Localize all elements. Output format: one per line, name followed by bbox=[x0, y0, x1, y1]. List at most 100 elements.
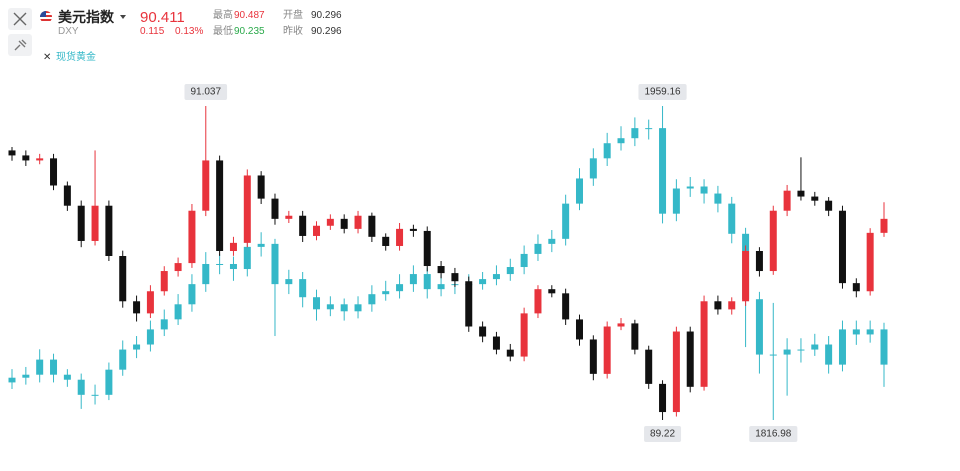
candle-body bbox=[340, 304, 348, 312]
candle-body bbox=[700, 186, 708, 194]
candle-body bbox=[548, 289, 556, 294]
candle-body bbox=[769, 210, 777, 272]
candle-body bbox=[243, 175, 251, 243]
candle-body bbox=[755, 299, 763, 355]
candle-body bbox=[423, 274, 431, 290]
symbol-code: DXY bbox=[58, 26, 79, 37]
candle-body bbox=[783, 349, 791, 355]
price-annotation-box bbox=[644, 426, 682, 442]
candle-body bbox=[105, 205, 113, 257]
candle-body bbox=[146, 291, 154, 314]
candle-body bbox=[229, 263, 237, 270]
candle-body bbox=[50, 158, 58, 186]
candle-body bbox=[603, 326, 611, 374]
candle-body bbox=[811, 344, 819, 350]
candle-body bbox=[313, 225, 321, 236]
candle-body bbox=[645, 349, 653, 384]
candle-body bbox=[562, 293, 570, 320]
candle-body bbox=[589, 339, 597, 374]
candle-body bbox=[188, 284, 196, 305]
candle-body bbox=[133, 301, 141, 314]
candle-body bbox=[354, 215, 362, 229]
price-annotation: 91.037 bbox=[190, 87, 221, 98]
candle-body bbox=[534, 289, 542, 314]
price-annotation: 89.22 bbox=[650, 429, 675, 440]
candle-body bbox=[257, 243, 265, 247]
candle-body bbox=[243, 246, 251, 270]
candle-body bbox=[866, 232, 874, 292]
change-pct: 0.13% bbox=[175, 26, 204, 37]
candle-body bbox=[589, 158, 597, 179]
candle-body bbox=[562, 203, 570, 239]
candle-body bbox=[77, 205, 85, 241]
candle-body bbox=[700, 301, 708, 387]
change: 0.115 bbox=[140, 26, 165, 37]
candle-body bbox=[742, 250, 750, 302]
candle-body bbox=[659, 128, 667, 214]
candle-body bbox=[838, 210, 846, 284]
candle-body bbox=[396, 228, 404, 246]
candle-body bbox=[8, 377, 16, 383]
candle-body bbox=[479, 279, 487, 285]
candle-body bbox=[617, 323, 625, 327]
candle-body bbox=[299, 215, 307, 236]
candle-body bbox=[548, 238, 556, 244]
candle-body bbox=[437, 284, 445, 290]
price-annotation-box bbox=[184, 84, 228, 100]
candle-body bbox=[91, 205, 99, 241]
candle-body bbox=[506, 267, 514, 275]
candle-body bbox=[271, 243, 279, 285]
candle-body bbox=[852, 329, 860, 335]
candle-body bbox=[852, 283, 860, 292]
candle-body bbox=[631, 128, 639, 139]
candle-body bbox=[368, 294, 376, 305]
candle-body bbox=[714, 301, 722, 310]
dropdown-arrow[interactable] bbox=[120, 15, 126, 19]
candle-body bbox=[188, 210, 196, 264]
flag-icon bbox=[40, 11, 52, 23]
candle-body bbox=[838, 329, 846, 365]
candle-body bbox=[423, 230, 431, 267]
stat-label: 昨收 bbox=[283, 26, 303, 37]
candle-body bbox=[451, 273, 459, 282]
candle-body bbox=[825, 344, 833, 365]
candle-body bbox=[326, 218, 334, 226]
candle-body bbox=[465, 281, 473, 327]
candle-body bbox=[811, 196, 819, 201]
candle-body bbox=[313, 297, 321, 310]
candle-body bbox=[617, 138, 625, 144]
candle-body bbox=[285, 279, 293, 285]
candle-body bbox=[492, 336, 500, 350]
legend-entry[interactable]: 现货黄金 bbox=[56, 52, 96, 63]
candle-body bbox=[631, 323, 639, 350]
symbol-name: 美元指数 bbox=[58, 9, 114, 25]
stat-value: 90.296 bbox=[311, 10, 342, 21]
candle-body bbox=[382, 291, 390, 295]
close-icon bbox=[13, 12, 27, 26]
candle-body bbox=[299, 279, 307, 298]
candle-body bbox=[396, 284, 404, 292]
candle-body bbox=[797, 190, 805, 197]
candle-body bbox=[22, 155, 30, 161]
candle-body bbox=[36, 359, 44, 375]
candle-body bbox=[119, 256, 127, 302]
candle-body bbox=[520, 313, 528, 357]
candle-body bbox=[22, 374, 30, 378]
candle-body bbox=[8, 150, 16, 156]
candle-body bbox=[645, 128, 653, 130]
candle-body bbox=[202, 160, 210, 211]
candle-body bbox=[174, 263, 182, 272]
candle-body bbox=[714, 193, 722, 204]
last-price: 90.411 bbox=[140, 9, 185, 26]
candle-body bbox=[50, 359, 58, 375]
candle-body bbox=[326, 304, 334, 310]
legend-remove[interactable]: ✕ bbox=[43, 52, 52, 63]
candle-body bbox=[354, 304, 362, 312]
stat-label: 最低 bbox=[213, 26, 233, 37]
candle-body bbox=[506, 349, 514, 357]
price-annotation: 1816.98 bbox=[755, 429, 792, 440]
candle-body bbox=[755, 250, 763, 272]
candle-body bbox=[368, 215, 376, 237]
candle-body bbox=[728, 203, 736, 234]
